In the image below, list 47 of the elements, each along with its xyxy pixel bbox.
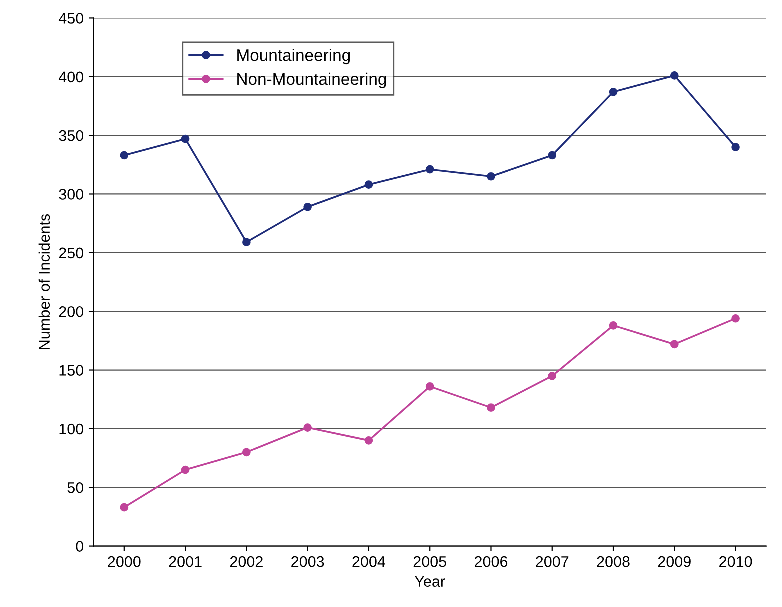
y-tick-label: 350 bbox=[59, 130, 84, 142]
point bbox=[364, 180, 374, 190]
point bbox=[242, 448, 251, 457]
point bbox=[242, 238, 251, 247]
point bbox=[487, 404, 496, 412]
point bbox=[548, 372, 557, 380]
x-axis-title: Year bbox=[415, 576, 446, 588]
legend-label: Non-Mountaineering bbox=[238, 72, 386, 88]
point bbox=[181, 466, 190, 474]
y-tick-label: 250 bbox=[59, 248, 84, 259]
y-tick-label: 150 bbox=[60, 365, 84, 376]
x-tick-label: 2007 bbox=[536, 556, 569, 568]
y-tick-label: 100 bbox=[60, 424, 84, 435]
point bbox=[732, 314, 740, 323]
y-axis-title: Number of Incidents bbox=[38, 214, 50, 350]
x-tick-label: 2009 bbox=[658, 556, 691, 568]
x-tick-label: 2008 bbox=[597, 556, 630, 568]
x-tick-label: 2000 bbox=[108, 556, 141, 568]
y-tick-label: 200 bbox=[59, 306, 84, 318]
point bbox=[304, 424, 312, 432]
y-tick-label: 50 bbox=[68, 482, 84, 494]
y-tick-label: 300 bbox=[59, 189, 84, 200]
x-tick-label: 2003 bbox=[292, 556, 324, 568]
point bbox=[364, 436, 374, 445]
x-tick-label: 2005 bbox=[414, 556, 446, 568]
point bbox=[609, 322, 618, 330]
y-tick-label: 450 bbox=[58, 13, 84, 24]
x-tick-label: 2006 bbox=[475, 556, 508, 568]
point bbox=[304, 202, 312, 212]
point bbox=[181, 134, 190, 144]
point bbox=[487, 172, 496, 181]
x-tick-label: 2001 bbox=[169, 556, 202, 568]
point bbox=[609, 88, 618, 96]
x-tick-label: 2004 bbox=[352, 556, 386, 568]
point bbox=[426, 165, 434, 174]
point bbox=[670, 72, 679, 80]
point bbox=[426, 382, 434, 391]
point bbox=[670, 340, 679, 349]
point bbox=[120, 151, 129, 160]
legend-label: Mountaineering bbox=[238, 49, 350, 65]
point bbox=[732, 143, 740, 152]
point bbox=[548, 151, 557, 160]
x-tick-label: 2002 bbox=[230, 556, 263, 568]
point bbox=[120, 503, 129, 512]
y-tick-label: 0 bbox=[76, 541, 84, 552]
x-tick-label: 2010 bbox=[720, 556, 752, 568]
y-tick-label: 400 bbox=[58, 72, 84, 83]
